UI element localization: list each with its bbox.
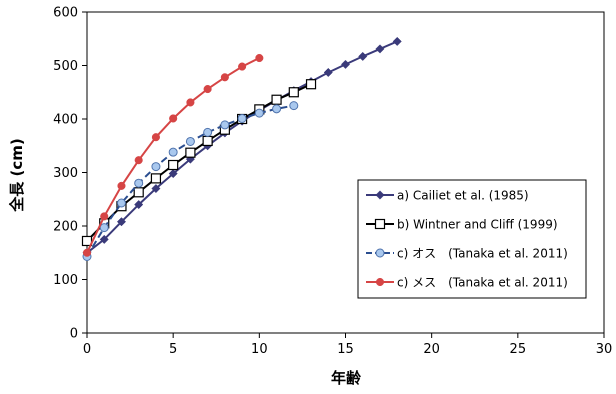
series-4-point: [100, 212, 109, 221]
legend-item-2: b) Wintner and Cliff (1999): [366, 218, 558, 232]
series-3-point: [272, 104, 282, 114]
x-tick-label: 20: [423, 342, 440, 357]
series-3-point: [237, 113, 247, 123]
series-4-point: [255, 53, 264, 63]
series-1-point: [99, 234, 109, 244]
series-4-point: [134, 156, 143, 165]
y-tick-label: 500: [53, 59, 78, 74]
legend-swatch-marker: [374, 218, 386, 230]
series-1-point: [151, 183, 161, 194]
series-1-point: [375, 44, 385, 54]
series-3-point: [220, 120, 230, 130]
series-2-point: [202, 135, 213, 147]
legend-item-3: c) オス (Tanaka et al. 2011): [366, 247, 568, 261]
series-2-point: [288, 87, 299, 98]
y-tick-label: 400: [53, 113, 78, 128]
series-1-point: [116, 217, 127, 227]
legend-swatch-marker: [375, 190, 385, 200]
series-1-point: [323, 67, 333, 78]
series-4-point: [238, 62, 247, 71]
series-4-point: [169, 114, 178, 123]
x-tick-label: 10: [251, 342, 268, 357]
series-4: [82, 53, 264, 257]
legend-box: [357, 179, 587, 299]
series-3-point: [134, 178, 144, 188]
y-axis-title: 全長 (cm): [8, 138, 26, 212]
axis-titles: 年齢 全長 (cm): [8, 138, 362, 387]
series-4-point: [203, 84, 212, 94]
series-layer: [81, 36, 402, 261]
legend-item-4: c) メス (Tanaka et al. 2011): [366, 276, 568, 290]
legend: a) Cailiet et al. (1985) b) Wintner and C…: [357, 179, 587, 299]
series-4-point: [186, 98, 195, 107]
series-3-point: [185, 136, 195, 146]
x-tick-label: 25: [510, 342, 527, 357]
legend-swatch-marker: [375, 248, 385, 258]
legend-item-1: a) Cailiet et al. (1985): [366, 189, 529, 203]
x-tick-label: 5: [169, 342, 177, 357]
series-2-point: [185, 147, 196, 158]
series-1-point: [358, 51, 368, 61]
series-2-point: [271, 94, 282, 105]
series-3-point: [203, 127, 213, 137]
legend-label: a) Cailiet et al. (1985): [397, 189, 529, 203]
series-1-point: [392, 36, 402, 46]
series-4-point: [117, 181, 126, 190]
series-2-point: [133, 187, 144, 198]
series-3-point: [151, 162, 161, 172]
series-3-point: [116, 198, 126, 208]
series-4-point: [82, 248, 92, 257]
series-2-point: [150, 173, 162, 184]
legend-label: b) Wintner and Cliff (1999): [397, 218, 558, 232]
series-4-point: [151, 133, 160, 142]
axes: 0 100 200 300 400 500 600 0 5 10 15 20 25 30: [53, 6, 612, 358]
series-3: [82, 101, 299, 261]
legend-swatch-marker: [375, 277, 385, 287]
series-2-point: [305, 79, 317, 90]
series-2-point: [168, 159, 179, 171]
x-tick-label: 15: [337, 342, 354, 357]
series-3-point: [289, 101, 299, 111]
series-3-point: [254, 108, 264, 118]
series-1-point: [134, 200, 144, 210]
series-1-point: [340, 59, 351, 69]
legend-label: c) オス (Tanaka et al. 2011): [397, 247, 568, 261]
series-3-point: [99, 223, 109, 233]
x-tick-label: 30: [596, 342, 613, 357]
series-1-point: [168, 169, 178, 179]
series-4-point: [220, 73, 229, 82]
x-tick-label: 0: [83, 342, 91, 357]
y-tick-label: 600: [53, 6, 78, 21]
x-axis-title: 年齢: [331, 369, 362, 387]
y-tick-label: 200: [53, 220, 78, 235]
legend-label: c) メス (Tanaka et al. 2011): [397, 276, 568, 290]
y-tick-label: 0: [70, 327, 78, 342]
series-3-point: [168, 147, 178, 157]
y-tick-label: 100: [53, 273, 78, 288]
y-tick-label: 300: [53, 166, 78, 181]
